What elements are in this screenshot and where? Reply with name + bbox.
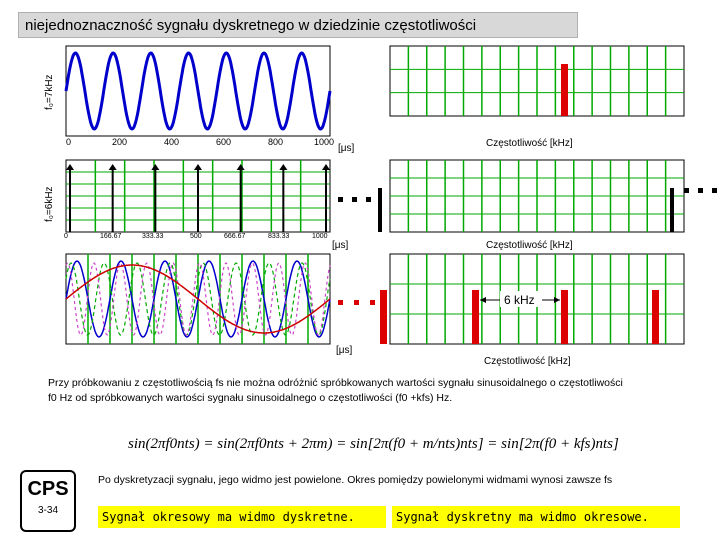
cps-logo: CPS (27, 478, 69, 500)
panel2-sample-head (66, 164, 74, 170)
tick: 0 (66, 137, 72, 147)
formula-text: sin(2πf0nts) = sin(2πf0nts + 2πm) = sin[… (128, 436, 619, 452)
tick: 1000 (314, 137, 335, 147)
panel1-sine-wave (64, 51, 332, 131)
description-line-2: f0 Hz od spróbkowanych wartości sygnału … (48, 392, 453, 404)
panel3-red-bar-4 (652, 290, 659, 344)
panel3-red-bar-3 (561, 290, 568, 344)
panel3-time (65, 253, 375, 345)
panel2-freq-label: Częstotliwość [kHz] (486, 240, 573, 251)
panel3-xunit: [μs] (336, 345, 353, 356)
panel3-freq-label: Częstotliwość [kHz] (484, 356, 571, 367)
highlight-periodic-signal: Sygnał okresowy ma widmo dyskretne. (98, 506, 386, 528)
panel3-pink-wave (65, 262, 331, 336)
description-line-1: Przy próbkowaniu z częstotliwością fs ni… (48, 377, 623, 389)
panel2-sample-head (194, 164, 202, 170)
panel2-ellipsis (338, 197, 371, 202)
panel2-sample-head (151, 164, 160, 170)
panel2-sample-head (322, 164, 330, 170)
panel3-red-wave (65, 264, 331, 334)
panel3-marker-label: 6 kHz (504, 293, 535, 307)
panel2-black-bar-left (378, 188, 382, 232)
title-bar: niejednoznaczność sygnału dyskretnego w … (18, 12, 578, 38)
panel1-time (64, 45, 332, 137)
tick: 200 (112, 137, 128, 147)
page-number: 3-34 (37, 505, 58, 516)
figure (64, 45, 717, 345)
panel1-red-bar (561, 64, 568, 116)
panel3-arrow-head-right (554, 297, 560, 303)
bottom-note: Po dyskretyzacji sygnału, jego widmo jes… (98, 474, 613, 486)
tick: 1000 (312, 233, 328, 240)
panel3-marker-bg (500, 291, 542, 307)
tick: 600 (216, 137, 232, 147)
formula: sin(2πf0nts) = sin(2πf0nts + 2πm) = sin[… (128, 422, 650, 466)
panel2-ylabel: f₀=6kHz (44, 186, 55, 222)
panel2-xunit: [μs] (332, 240, 349, 251)
panel2-freq (378, 159, 717, 233)
tick: 500 (190, 233, 202, 240)
panel2-sample-head (279, 164, 288, 170)
cps-logo-box: CPS 3-34 (20, 470, 76, 532)
panel2-black-bar-right (670, 188, 674, 232)
page-title: niejednoznaczność sygnału dyskretnego w … (25, 17, 477, 34)
panel3-ellipsis (338, 300, 375, 305)
formula-graphic: sin(2πf0nts) = sin(2πf0nts + 2πm) = sin[… (128, 436, 619, 452)
panel2-sample-head (236, 164, 245, 170)
panel3-freq (380, 253, 685, 345)
panel2-ellipsis-right (684, 188, 717, 193)
panel3-red-bar-1 (380, 290, 387, 344)
panel3-green-wave (65, 262, 331, 336)
panel1-freq-label: Częstotliwość [kHz] (486, 138, 573, 149)
tick: 166.67 (100, 233, 122, 240)
tick: 800 (268, 137, 284, 147)
panel1-freq (389, 45, 685, 117)
tick: 400 (164, 137, 180, 147)
panel1-xunit: [μs] (338, 143, 355, 154)
panel3-red-bar-2 (472, 290, 479, 344)
tick: 333.33 (142, 233, 164, 240)
tick: 833.33 (268, 233, 290, 240)
description-paragraph: Przy próbkowaniu z częstotliwością fs ni… (48, 376, 710, 406)
panel3-arrow-head-left (480, 297, 486, 303)
panel2-time (65, 159, 371, 233)
panel2-sample-head (108, 164, 117, 170)
panel1-ylabel: f₀=7kHz (44, 74, 55, 110)
highlight-discrete-signal: Sygnał dyskretny ma widmo okresowe. (392, 506, 680, 528)
tick: 666.67 (224, 233, 246, 240)
tick: 0 (64, 233, 68, 240)
